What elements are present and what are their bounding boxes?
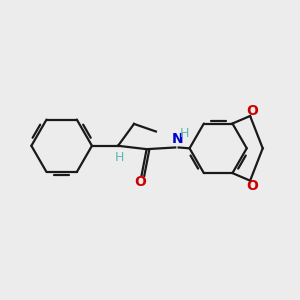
Text: O: O	[246, 104, 258, 118]
Text: O: O	[134, 176, 146, 189]
Text: N: N	[172, 132, 183, 146]
Text: H: H	[180, 127, 189, 140]
Text: O: O	[246, 179, 258, 193]
Text: H: H	[115, 151, 124, 164]
